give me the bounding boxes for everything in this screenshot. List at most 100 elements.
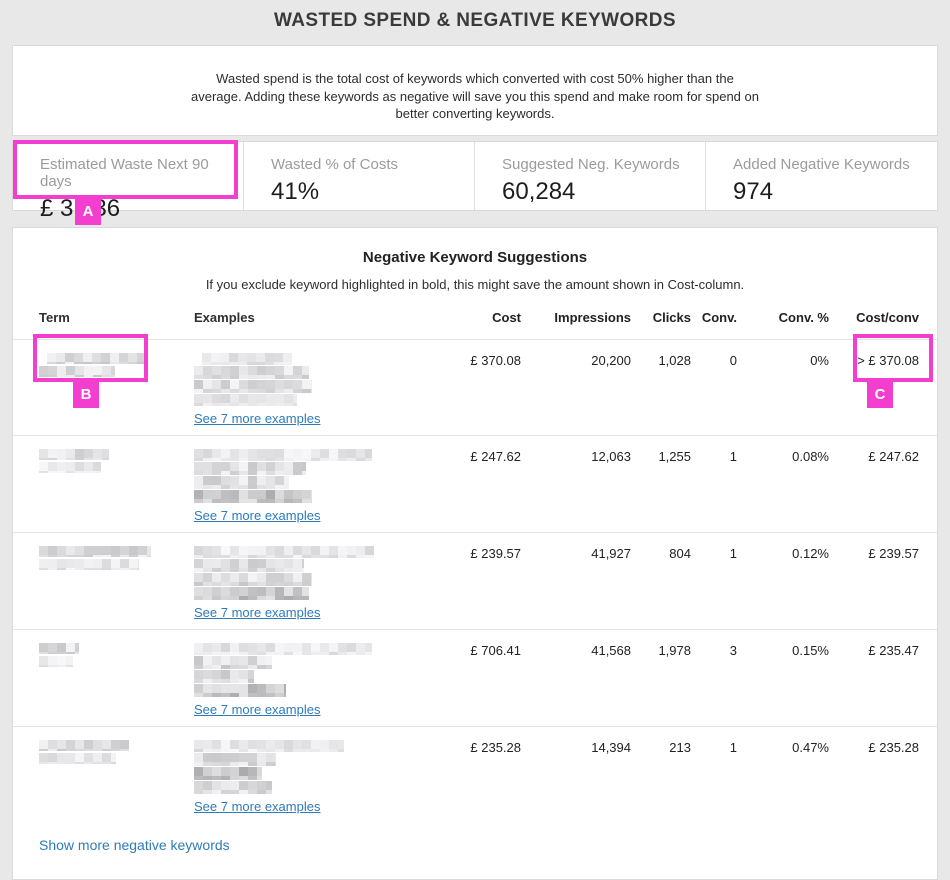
redacted-example	[194, 573, 312, 586]
clicks-cell: 213	[631, 739, 691, 814]
suggestions-panel: Negative Keyword Suggestions If you excl…	[12, 227, 938, 880]
see-more-examples-link[interactable]: See 7 more examples	[194, 605, 320, 620]
wasted-spend-description: Wasted spend is the total cost of keywor…	[190, 70, 760, 123]
table-row: See 7 more examples £ 706.41 41,568 1,97…	[13, 629, 937, 726]
redacted-example	[194, 767, 262, 780]
clicks-cell: 1,255	[631, 448, 691, 523]
cost-per-conv-cell: £ 235.47	[829, 642, 919, 717]
redacted-term	[39, 559, 139, 570]
cost-per-conv-cell: £ 235.28	[829, 739, 919, 814]
redacted-term	[39, 449, 109, 460]
conv-pct-cell: 0%	[737, 352, 829, 426]
examples-cell: See 7 more examples	[194, 352, 441, 426]
impressions-cell: 12,063	[521, 448, 631, 523]
redacted-example	[194, 462, 306, 475]
table-row: See 7 more examples £ 247.62 12,063 1,25…	[13, 435, 937, 532]
suggestions-table: Term Examples Cost Impressions Clicks Co…	[13, 309, 937, 823]
stat-card-added-keywords: Added Negative Keywords 974	[706, 142, 937, 210]
redacted-example	[194, 559, 304, 572]
cost-cell: £ 247.62	[441, 448, 521, 523]
conv-cell: 3	[691, 642, 737, 717]
see-more-examples-link[interactable]: See 7 more examples	[194, 799, 320, 814]
stat-label: Added Negative Keywords	[733, 156, 937, 173]
see-more-examples-link[interactable]: See 7 more examples	[194, 508, 320, 523]
redacted-example	[194, 394, 297, 406]
stat-card-suggested-keywords: Suggested Neg. Keywords 60,284	[475, 142, 706, 210]
redacted-term	[39, 753, 116, 764]
redacted-term	[39, 546, 151, 557]
redacted-example	[194, 753, 276, 766]
table-row: See 7 more examples £ 239.57 41,927 804 …	[13, 532, 937, 629]
cost-cell: £ 235.28	[441, 739, 521, 814]
annotation-label-b: B	[73, 382, 99, 408]
stat-value: £ 3,436	[40, 195, 243, 223]
annotation-box-a	[13, 140, 238, 199]
impressions-cell: 41,568	[521, 642, 631, 717]
table-row: See 7 more examples £ 235.28 14,394 213 …	[13, 726, 937, 823]
col-header-examples: Examples	[194, 309, 441, 325]
redacted-example	[194, 587, 309, 600]
redacted-example	[194, 490, 312, 503]
conv-cell: 1	[691, 739, 737, 814]
term-cell	[39, 545, 194, 620]
conv-cell: 1	[691, 545, 737, 620]
examples-cell: See 7 more examples	[194, 545, 441, 620]
see-more-examples-link[interactable]: See 7 more examples	[194, 411, 320, 426]
clicks-cell: 804	[631, 545, 691, 620]
clicks-cell: 1,978	[631, 642, 691, 717]
redacted-example	[194, 546, 374, 558]
term-cell	[39, 448, 194, 523]
description-panel: Wasted spend is the total cost of keywor…	[12, 45, 938, 136]
cost-per-conv-cell: £ 247.62	[829, 448, 919, 523]
redacted-term	[39, 740, 129, 751]
section-subtitle: If you exclude keyword highlighted in bo…	[13, 277, 937, 292]
impressions-cell: 14,394	[521, 739, 631, 814]
table-row: See 7 more examples £ 370.08 20,200 1,02…	[13, 339, 937, 435]
redacted-example	[194, 476, 289, 489]
col-header-impressions: Impressions	[521, 309, 631, 325]
section-title: Negative Keyword Suggestions	[13, 249, 937, 266]
redacted-term	[39, 462, 101, 473]
stat-value: 60,284	[502, 178, 705, 206]
redacted-example	[194, 740, 344, 752]
conv-pct-cell: 0.47%	[737, 739, 829, 814]
redacted-example	[194, 684, 286, 697]
show-more-keywords-link[interactable]: Show more negative keywords	[39, 837, 230, 853]
col-header-term: Term	[39, 309, 194, 325]
wasted-spend-page: WASTED SPEND & NEGATIVE KEYWORDS Wasted …	[0, 0, 950, 823]
impressions-cell: 20,200	[521, 352, 631, 426]
redacted-example	[194, 656, 272, 669]
annotation-label-a: A	[75, 199, 101, 225]
cost-per-conv-cell: £ 239.57	[829, 545, 919, 620]
redacted-term	[39, 643, 79, 654]
stat-value: 974	[733, 178, 937, 206]
conv-pct-cell: 0.15%	[737, 642, 829, 717]
term-cell	[39, 642, 194, 717]
page-title: WASTED SPEND & NEGATIVE KEYWORDS	[0, 0, 950, 32]
cost-cell: £ 370.08	[441, 352, 521, 426]
see-more-examples-link[interactable]: See 7 more examples	[194, 702, 320, 717]
conv-cell: 0	[691, 352, 737, 426]
col-header-clicks: Clicks	[631, 309, 691, 325]
table-header-row: Term Examples Cost Impressions Clicks Co…	[13, 309, 937, 339]
examples-cell: See 7 more examples	[194, 739, 441, 814]
col-header-cost-conv: Cost/conv	[829, 309, 919, 325]
redacted-example	[194, 380, 312, 393]
col-header-conv-pct: Conv. %	[737, 309, 829, 325]
redacted-example	[194, 781, 272, 794]
redacted-term	[39, 656, 73, 667]
term-cell	[39, 739, 194, 814]
stat-value: 41%	[271, 178, 474, 206]
redacted-example	[194, 643, 372, 655]
examples-cell: See 7 more examples	[194, 448, 441, 523]
cost-cell: £ 706.41	[441, 642, 521, 717]
stat-label: Wasted % of Costs	[271, 156, 474, 173]
examples-cell: See 7 more examples	[194, 642, 441, 717]
annotation-box-b	[33, 334, 148, 382]
cost-cell: £ 239.57	[441, 545, 521, 620]
annotation-box-c	[853, 334, 933, 382]
stat-label: Suggested Neg. Keywords	[502, 156, 705, 173]
col-header-cost: Cost	[441, 309, 521, 325]
stat-card-wasted-percent: Wasted % of Costs 41%	[244, 142, 475, 210]
annotation-label-c: C	[867, 382, 893, 408]
